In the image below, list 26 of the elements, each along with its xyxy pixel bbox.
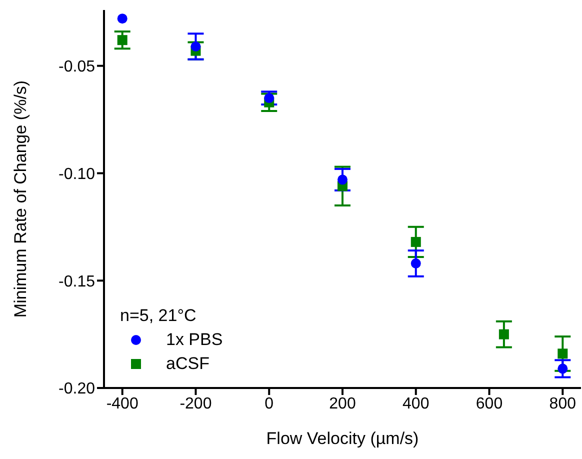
point — [498, 329, 509, 340]
x-tick-label: 600 — [476, 395, 503, 412]
x-tick-label: 400 — [402, 395, 430, 412]
point — [410, 258, 421, 268]
x-tick-label: 800 — [549, 395, 576, 412]
x-tick-label: 0 — [264, 395, 274, 412]
point — [190, 42, 201, 52]
point — [558, 348, 568, 359]
point — [264, 93, 274, 104]
point — [117, 35, 128, 46]
point — [338, 174, 348, 185]
point — [117, 14, 128, 24]
y-axis-title: Minimum Rate of Change (%/s) — [11, 80, 30, 318]
legend-label: aCSF — [166, 353, 210, 375]
y-tick-label: -0.15 — [58, 273, 96, 290]
y-tick-label: -0.20 — [58, 380, 96, 398]
x-tick-label: -200 — [180, 395, 212, 412]
y-tick-label: -0.05 — [58, 58, 96, 76]
x-tick-label: 200 — [329, 395, 356, 412]
x-axis-title: Flow Velocity (µm/s) — [266, 429, 419, 448]
point — [410, 236, 421, 247]
point — [558, 364, 568, 374]
legend-title: n=5, 21°C — [120, 305, 198, 327]
legend-label: 1x PBS — [166, 329, 223, 351]
x-tick-label: -400 — [106, 395, 138, 412]
y-tick-label: -0.10 — [58, 166, 96, 183]
